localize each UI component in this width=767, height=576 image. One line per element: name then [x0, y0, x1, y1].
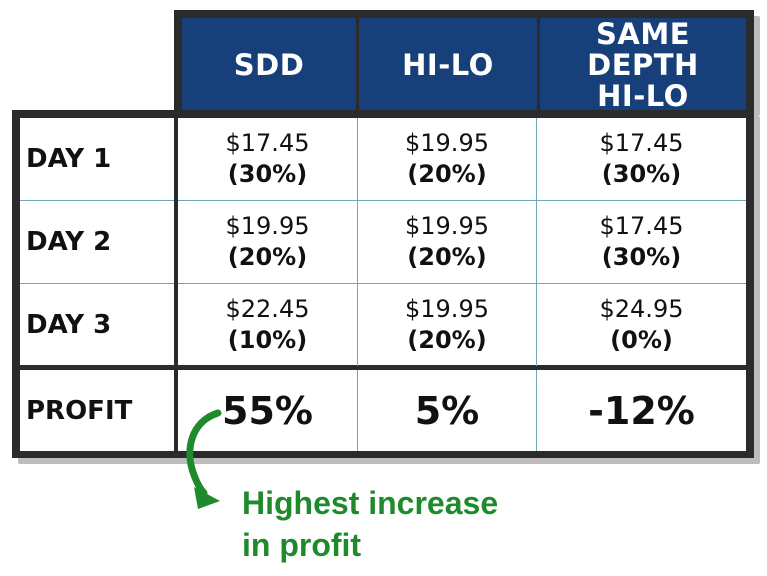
price: $22.45	[225, 294, 310, 323]
price: $24.95	[599, 294, 684, 323]
row-divider	[20, 200, 746, 201]
cell-profit-sdd: 55%	[178, 370, 357, 451]
header-hilo-sub-label: HI-LO	[597, 79, 689, 113]
row-label-day-1: DAY 1	[26, 144, 112, 174]
price: $19.95	[405, 129, 489, 157]
percent: (20%)	[407, 243, 487, 271]
header-hilo: HI-LO	[359, 18, 537, 113]
price: $19.95	[225, 212, 310, 240]
percent: (30%)	[601, 160, 682, 188]
percent: (20%)	[407, 160, 487, 188]
column-divider	[357, 370, 358, 451]
cell-day3-same: $24.95 (0%)	[537, 284, 746, 365]
cell-profit-hilo: 5%	[358, 370, 536, 451]
header-hilo-label: HI-LO	[402, 48, 494, 82]
label-column-divider	[174, 118, 178, 451]
price: $19.95	[405, 212, 489, 240]
cell-day2-hilo: $19.95 (20%)	[358, 201, 536, 283]
table-inner: DAY 1 $17.45 (30%) $19.95 (20%) $17.45 (…	[20, 118, 746, 451]
profit-value: -12%	[588, 388, 695, 433]
column-divider	[536, 118, 537, 366]
cell-day1-hilo: $19.95 (20%)	[358, 118, 536, 200]
row-label-day-2: DAY 2	[26, 227, 112, 257]
row-divider	[20, 283, 746, 284]
header-sdd-label: SDD	[233, 48, 305, 82]
cell-day1-sdd: $17.45 (30%)	[178, 118, 357, 200]
profit-value: 55%	[222, 388, 313, 433]
header-same-depth-label: SAME DEPTH	[587, 17, 699, 82]
row-label-day-3: DAY 3	[26, 309, 112, 340]
percent: (30%)	[601, 243, 682, 271]
cell-day3-hilo: $19.95 (20%)	[358, 284, 536, 365]
price: $17.45	[599, 212, 684, 240]
percent: (10%)	[227, 325, 308, 354]
cell-day1-same: $17.45 (30%)	[537, 118, 746, 200]
cell-profit-same: -12%	[537, 370, 746, 451]
annotation: Highest increase in profit	[242, 482, 498, 566]
column-divider	[357, 118, 358, 366]
cell-day2-same: $17.45 (30%)	[537, 201, 746, 283]
percent: (20%)	[227, 243, 308, 271]
profit-value: 5%	[414, 388, 480, 433]
annotation-line-1: Highest increase	[242, 485, 499, 521]
percent: (20%)	[407, 325, 487, 354]
data-table: DAY 1 $17.45 (30%) $19.95 (20%) $17.45 (…	[12, 110, 754, 458]
cell-day2-sdd: $19.95 (20%)	[178, 201, 357, 283]
price: $17.45	[225, 129, 310, 157]
percent: (0%)	[610, 325, 673, 354]
profit-divider	[20, 365, 746, 370]
cell-day3-sdd: $22.45 (10%)	[178, 284, 357, 365]
header-same-depth-hilo: SAME DEPTH HI-LO	[540, 18, 746, 113]
price: $19.95	[405, 294, 489, 323]
row-label-profit: PROFIT	[26, 395, 133, 426]
table-header: SDD HI-LO SAME DEPTH HI-LO	[174, 10, 754, 113]
price: $17.45	[599, 129, 684, 157]
curved-arrow-icon	[186, 409, 222, 509]
header-sdd: SDD	[182, 18, 356, 113]
percent: (30%)	[227, 160, 308, 188]
column-divider	[536, 370, 537, 451]
annotation-line-2: in profit	[242, 527, 362, 563]
